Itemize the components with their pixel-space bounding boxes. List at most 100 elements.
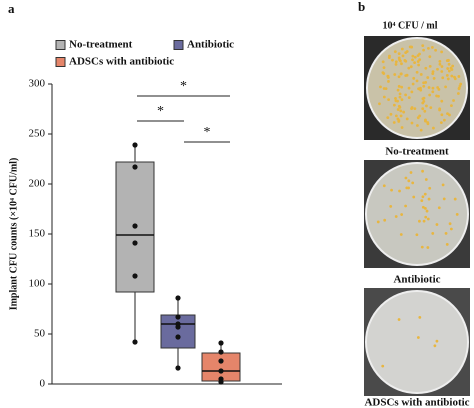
colony [404,176,408,180]
colony [398,95,402,99]
colony [416,336,420,339]
colony [445,73,449,77]
point [175,365,181,371]
colony [405,50,409,53]
colony [397,75,401,79]
colony [440,50,444,54]
colony [431,90,435,94]
colony [424,119,427,123]
colony [409,171,413,174]
point [132,142,138,148]
colony [400,213,404,216]
colony [381,364,385,368]
colony [428,55,432,59]
colony [436,67,439,71]
colony [459,82,463,86]
point [218,349,224,355]
point [175,324,181,330]
colony [449,227,453,231]
colony [394,215,398,218]
colony [422,100,426,103]
box [201,352,241,382]
colony [393,50,397,54]
dish-photos [364,36,470,396]
colony [398,189,401,193]
y-tick-label: 200 [29,178,46,190]
dish [366,37,468,139]
colony [415,70,419,74]
colony [425,209,429,213]
colony [438,107,442,111]
colony [423,109,427,113]
legend-swatch [55,57,66,67]
colony [421,195,425,199]
colony [416,124,419,127]
colony [381,60,385,64]
colony [394,114,398,118]
y-tick-label: 0 [40,378,46,390]
colony [426,76,430,79]
colony [404,59,408,63]
colony [431,70,435,74]
colony [419,128,423,132]
colony [399,114,403,118]
colony [421,169,424,173]
colony [434,48,438,52]
y-tick-label: 100 [29,278,46,290]
colony [397,52,401,56]
panel-label: a [8,1,15,16]
colony [378,102,381,106]
unit-label: 10⁴ CFU / ml [383,20,438,31]
colony [410,121,414,125]
colony [399,72,403,76]
colony [409,65,413,69]
colony [430,45,434,49]
y-axis-label: Implant CFU counts (×10⁴ CFU/ml) [8,158,19,311]
point [218,358,224,364]
colony [400,98,404,102]
colony [400,62,403,66]
colony [392,103,396,107]
colony [432,126,435,130]
colony [452,99,455,102]
colony [445,242,449,246]
panel-label: b [358,0,365,14]
significance-label: * [180,79,187,94]
colony [405,73,409,77]
colony [441,183,445,187]
colony [389,205,393,208]
colony [381,71,385,75]
colony [412,76,416,80]
point [218,368,224,374]
colony [413,107,417,111]
point [175,295,181,301]
colony [427,86,431,89]
colony [394,96,397,100]
colony [405,117,409,121]
colony [440,99,444,103]
colony [404,93,408,97]
colony [416,116,420,120]
colony [396,88,400,92]
colony [442,118,446,122]
colony [413,61,416,65]
colony [387,98,390,102]
colony [428,93,432,97]
colony [447,62,451,66]
colony [423,206,427,210]
colony [446,67,450,70]
colony [407,96,411,100]
colony [407,186,410,190]
colony [398,105,402,109]
colony [398,92,402,96]
colony [445,59,449,63]
colony [428,186,432,190]
legend-label: Antibiotic [187,39,234,51]
point [132,240,138,246]
colony [386,116,390,120]
colony [427,197,431,201]
y-tick-label: 300 [29,78,46,90]
colony [400,47,404,51]
colony [431,86,435,90]
colony [383,218,387,222]
